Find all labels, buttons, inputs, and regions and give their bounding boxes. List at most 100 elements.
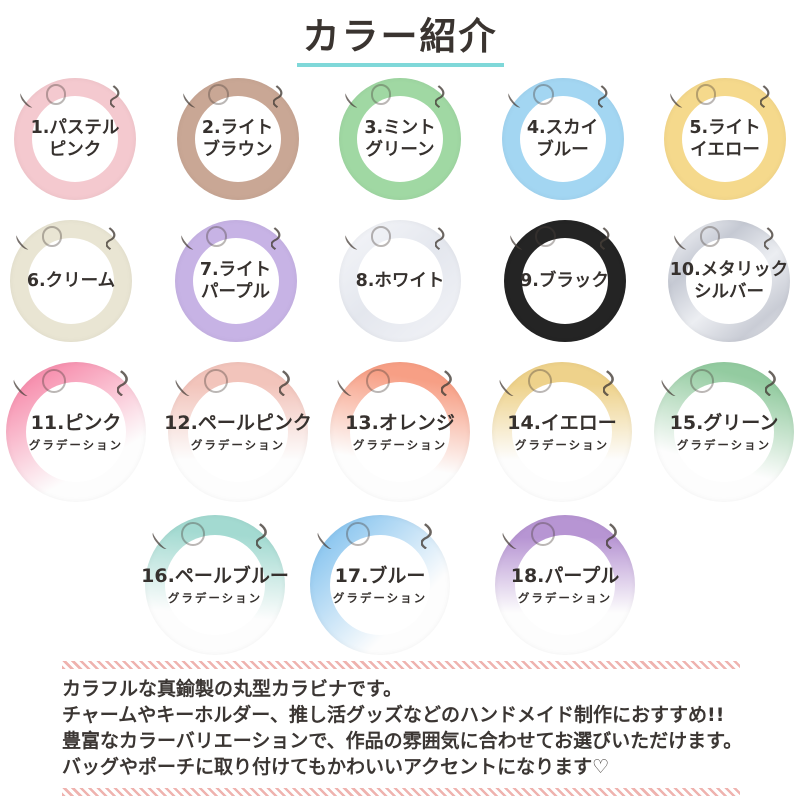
ring-hole — [674, 382, 774, 482]
color-row-3: 11.ピンク グラデーション 12.ペールピンク グラデーション — [0, 362, 800, 502]
color-swatch: 7.ライト パープル — [174, 220, 297, 342]
clasp-rivet-icon — [346, 522, 371, 546]
carabiner-ring-icon: 6.クリーム — [10, 220, 132, 342]
color-label: 5.ライト イエロー — [664, 78, 786, 200]
ring-hole — [357, 238, 443, 324]
ring-hole — [194, 96, 281, 182]
stripe-border-bottom — [62, 788, 740, 796]
color-label: 2.ライト ブラウン — [177, 78, 299, 200]
color-label: 15.グリーン グラデーション — [654, 362, 794, 502]
color-name-line1: 2.ライト — [201, 117, 274, 138]
ring-hole — [512, 382, 612, 482]
ring-hole — [165, 535, 265, 635]
gradient-sub-label: グラデーション — [514, 437, 610, 452]
color-label: 11.ピンク グラデーション — [6, 362, 146, 502]
gradient-sub-label: グラデーション — [167, 590, 263, 605]
color-label: 13.オレンジ グラデーション — [330, 362, 470, 502]
color-name-line2: ブラウン — [202, 140, 273, 160]
color-swatch: 16.ペールブルー グラデーション — [141, 515, 289, 655]
color-name-line1: 10.メタリック — [669, 259, 789, 280]
clasp-gap-icon — [110, 84, 120, 108]
color-name-line1: 3.ミント — [364, 117, 436, 138]
clasp-gap-icon — [106, 226, 116, 250]
carabiner-ring-icon: 14.イエロー グラデーション — [492, 362, 632, 502]
ring-hole — [330, 535, 430, 635]
color-name-line1: 15.グリーン — [669, 412, 779, 435]
clasp-rivet-icon — [533, 84, 554, 105]
clasp-rivet-icon — [535, 226, 556, 247]
color-label: 8.ホワイト — [339, 220, 461, 342]
ring-hole — [357, 96, 443, 182]
description-line-2: チャームやキーホルダー、推し活グッズなどのハンドメイド制作におすすめ!! — [62, 704, 725, 726]
color-label: 16.ペールブルー グラデーション — [141, 515, 289, 655]
clasp-rivet-icon — [370, 84, 392, 105]
ring-hole — [686, 238, 772, 324]
description-line-1: カラフルな真鍮製の丸型カラビナです。 — [62, 678, 403, 700]
ring-hole — [28, 238, 114, 324]
carabiner-ring-icon: 2.ライト ブラウン — [176, 78, 299, 200]
clasp-gap-icon — [435, 84, 445, 108]
color-label: 7.ライト パープル — [175, 220, 297, 342]
color-label: 4.スカイ ブルー — [502, 78, 624, 200]
clasp-gap-icon — [272, 84, 283, 108]
description-line-3: 豊富なカラーバリエーションで、作品の雰囲気に合わせてお選びいただけます。 — [62, 730, 743, 752]
color-name-line1: 18.パープル — [510, 565, 620, 588]
ring-hole — [519, 96, 606, 182]
clasp-rivet-icon — [204, 369, 229, 393]
color-name-line2: ピンク — [48, 140, 102, 160]
clasp-rivet-icon — [208, 84, 229, 105]
clasp-gap-icon — [760, 84, 770, 108]
color-label: 1.パステル ピンク — [14, 78, 136, 200]
clasp-rivet-icon — [41, 226, 63, 247]
color-label: 17.ブルー グラデーション — [310, 515, 450, 655]
carabiner-ring-icon: 1.パステル ピンク — [14, 78, 136, 200]
clasp-rivet-icon — [699, 226, 721, 247]
color-name-line1: 12.ペールピンク — [164, 412, 312, 435]
gradient-sub-label: グラデーション — [517, 590, 613, 605]
ring-hole — [350, 382, 450, 482]
gradient-sub-label: グラデーション — [190, 437, 286, 452]
gradient-sub-label: グラデーション — [352, 437, 448, 452]
color-swatch: 6.クリーム — [10, 220, 132, 342]
color-row-2: 6.クリーム 7.ライト パープル — [0, 220, 800, 342]
clasp-rivet-icon — [528, 369, 553, 393]
color-swatch: 2.ライト ブラウン — [176, 78, 299, 200]
clasp-rivet-icon — [181, 522, 206, 546]
gradient-sub-label: グラデーション — [676, 437, 772, 452]
carabiner-ring-icon: 16.ペールブルー グラデーション — [141, 515, 289, 655]
color-name-line2: シルバー — [694, 282, 764, 302]
color-row-4: 16.ペールブルー グラデーション 17.ブルー グラデーション — [0, 515, 800, 655]
color-swatch: 9.ブラック — [503, 220, 626, 342]
color-name-line1: 8.ホワイト — [355, 270, 445, 291]
clasp-gap-icon — [602, 369, 614, 397]
carabiner-ring-icon: 18.パープル グラデーション — [495, 515, 635, 655]
color-swatch: 14.イエロー グラデーション — [492, 362, 632, 502]
clasp-gap-icon — [605, 522, 617, 550]
color-name-line1: 14.イエロー — [507, 412, 617, 435]
clasp-gap-icon — [420, 522, 432, 550]
carabiner-ring-icon: 11.ピンク グラデーション — [6, 362, 146, 502]
description-box: カラフルな真鍮製の丸型カラビナです。 チャームやキーホルダー、推し活グッズなどの… — [62, 661, 743, 796]
carabiner-ring-icon: 13.オレンジ グラデーション — [330, 362, 470, 502]
color-label: 3.ミント グリーン — [339, 78, 461, 200]
color-row-1: 1.パステル ピンク 2.ライト ブラウン — [0, 78, 800, 200]
clasp-rivet-icon — [42, 369, 67, 393]
color-name-line2: ブルー — [536, 140, 589, 160]
clasp-rivet-icon — [695, 84, 717, 105]
ring-hole — [521, 238, 608, 324]
color-name-line2: イエロー — [690, 140, 760, 160]
color-name-line1: 17.ブルー — [334, 565, 426, 588]
color-swatch: 1.パステル ピンク — [14, 78, 136, 200]
clasp-gap-icon — [764, 369, 776, 397]
clasp-gap-icon — [435, 226, 445, 250]
clasp-rivet-icon — [45, 84, 67, 105]
clasp-gap-icon — [599, 226, 610, 250]
clasp-gap-icon — [116, 369, 128, 397]
color-name-line1: 13.オレンジ — [345, 412, 455, 435]
color-swatch: 3.ミント グリーン — [339, 78, 461, 200]
color-name-line1: 16.ペールブルー — [141, 565, 289, 588]
color-name-line1: 6.クリーム — [26, 270, 116, 291]
color-swatch: 5.ライト イエロー — [664, 78, 786, 200]
color-swatch: 12.ペールピンク グラデーション — [164, 362, 312, 502]
clasp-gap-icon — [278, 369, 290, 397]
